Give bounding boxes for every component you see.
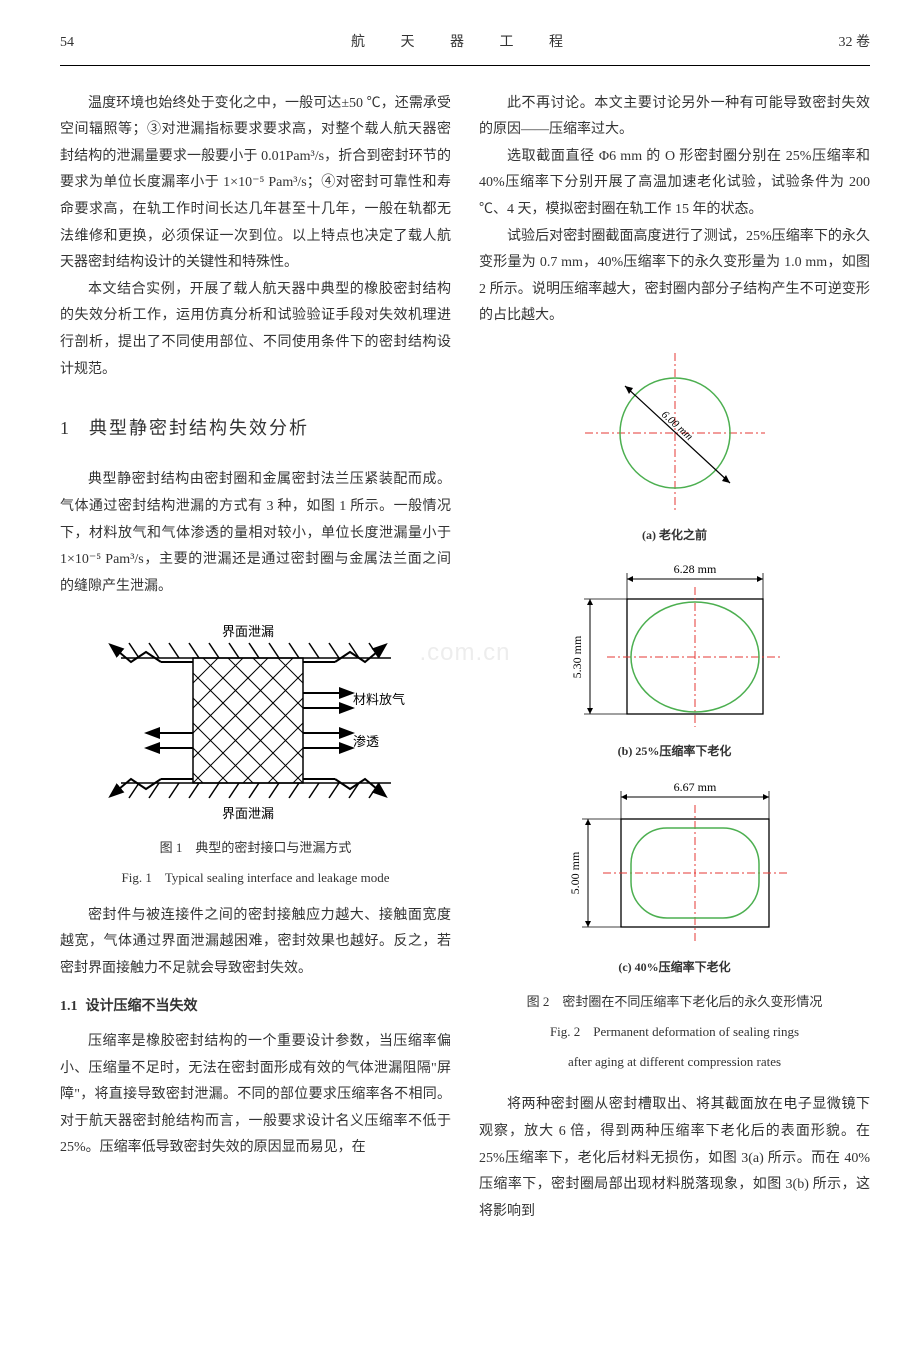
- svg-text:界面泄漏: 界面泄漏: [221, 806, 273, 821]
- svg-text:渗透: 渗透: [353, 734, 379, 749]
- paragraph: 此不再讨论。本文主要讨论另外一种有可能导致密封失效的原因——压缩率过大。: [479, 91, 870, 144]
- figure-2-caption-en-2: after aging at different compression rat…: [479, 1050, 870, 1075]
- figure-2b-svg: 6.28 mm 5.30 mm: [545, 559, 805, 734]
- figure-1: 界面泄漏 界面泄漏 材料放气 渗透 图 1 典型的密封接口与泄漏方式 Fig. …: [60, 618, 451, 890]
- svg-text:6.28 mm: 6.28 mm: [673, 562, 716, 576]
- subsection-number: 1.1: [60, 999, 78, 1014]
- paragraph: 压缩率是橡胶密封结构的一个重要设计参数，当压缩率偏小、压缩量不足时，无法在密封面…: [60, 1029, 451, 1162]
- figure-2-caption-en-1: Fig. 2 Permanent deformation of sealing …: [479, 1020, 870, 1045]
- figure-2c-svg: 6.67 mm 5.00 mm: [545, 775, 805, 950]
- paragraph: 选取截面直径 Φ6 mm 的 O 形密封圈分别在 25%压缩率和 40%压缩率下…: [479, 144, 870, 224]
- paragraph: 典型静密封结构由密封圈和金属密封法兰压紧装配而成。气体通过密封结构泄漏的方式有 …: [60, 467, 451, 600]
- volume-number: 32 卷: [790, 30, 870, 57]
- figure-1-caption-cn: 图 1 典型的密封接口与泄漏方式: [60, 836, 451, 861]
- figure-2c-label: (c) 40%压缩率下老化: [479, 956, 870, 979]
- page-number: 54: [60, 30, 140, 57]
- svg-text:材料放气: 材料放气: [353, 692, 405, 707]
- figure-1-caption-en: Fig. 1 Typical sealing interface and lea…: [60, 866, 451, 891]
- svg-text:5.30 mm: 5.30 mm: [570, 635, 584, 678]
- journal-title: 航 天 器 工 程: [140, 30, 790, 57]
- section-title: 典型静密封结构失效分析: [89, 418, 309, 438]
- subsection-1-1-heading: 1.1 设计压缩不当失效: [60, 994, 451, 1021]
- figure-1-svg: 界面泄漏 界面泄漏 材料放气 渗透: [101, 618, 411, 828]
- paragraph: 密封件与被连接件之间的密封接触应力越大、接触面宽度越宽，气体通过界面泄漏越困难，…: [60, 903, 451, 983]
- section-number: 1: [60, 418, 71, 438]
- paragraph: 将两种密封圈从密封槽取出、将其截面放在电子显微镜下观察，放大 6 倍，得到两种压…: [479, 1092, 870, 1225]
- figure-2a-label: (a) 老化之前: [479, 524, 870, 547]
- figure-2-caption-cn: 图 2 密封圈在不同压缩率下老化后的永久变形情况: [479, 990, 870, 1015]
- two-column-layout: 温度环境也始终处于变化之中，一般可达±50 ℃，还需承受空间辐照等；③对泄漏指标…: [60, 91, 870, 1226]
- paragraph: 温度环境也始终处于变化之中，一般可达±50 ℃，还需承受空间辐照等；③对泄漏指标…: [60, 91, 451, 277]
- figure-2: 6.00 mm (a) 老化之前 6.28 mm: [479, 348, 870, 1074]
- svg-text:6.67 mm: 6.67 mm: [673, 780, 716, 794]
- section-1-heading: 1 典型静密封结构失效分析: [60, 411, 451, 445]
- paragraph: 试验后对密封圈截面高度进行了测试，25%压缩率下的永久变形量为 0.7 mm，4…: [479, 224, 870, 330]
- svg-text:5.00 mm: 5.00 mm: [568, 851, 582, 894]
- paragraph: 本文结合实例，开展了载人航天器中典型的橡胶密封结构的失效分析工作，运用仿真分析和…: [60, 277, 451, 383]
- right-column: 此不再讨论。本文主要讨论另外一种有可能导致密封失效的原因——压缩率过大。 选取截…: [479, 91, 870, 1226]
- figure-2a-svg: 6.00 mm: [575, 348, 775, 518]
- left-column: 温度环境也始终处于变化之中，一般可达±50 ℃，还需承受空间辐照等；③对泄漏指标…: [60, 91, 451, 1226]
- svg-text:界面泄漏: 界面泄漏: [221, 624, 273, 639]
- subsection-title: 设计压缩不当失效: [86, 999, 198, 1014]
- page-header: 54 航 天 器 工 程 32 卷: [60, 30, 870, 66]
- svg-text:6.00 mm: 6.00 mm: [658, 409, 694, 443]
- figure-2b-label: (b) 25%压缩率下老化: [479, 740, 870, 763]
